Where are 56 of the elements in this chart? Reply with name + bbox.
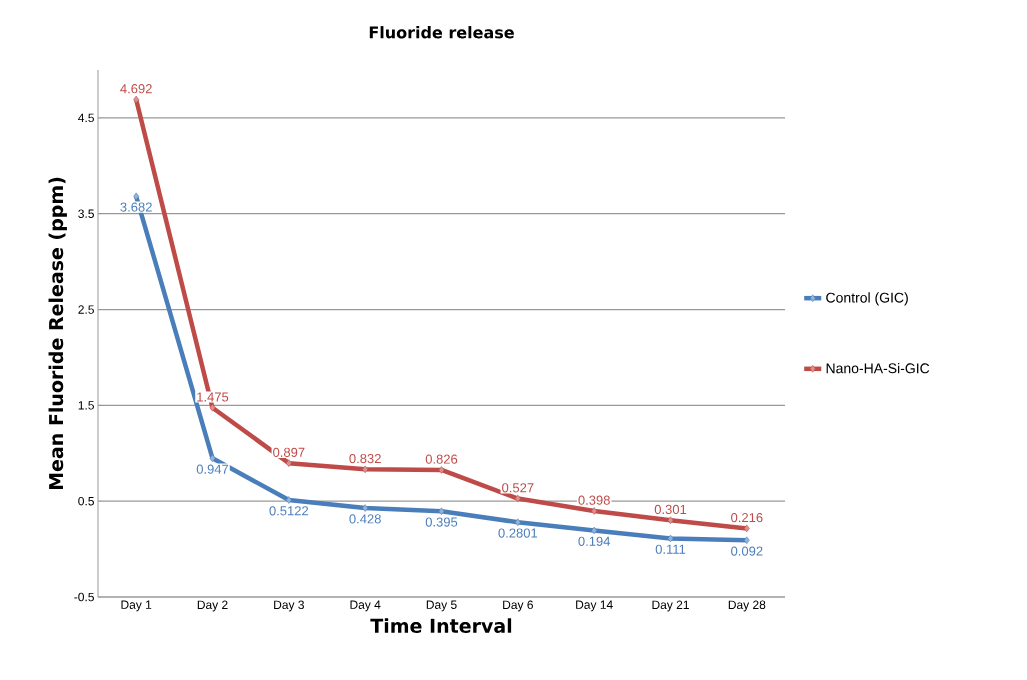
data-label: 0.947: [196, 464, 229, 474]
point: [591, 526, 598, 535]
x-axis-title: Time Interval: [370, 618, 512, 633]
point: [438, 507, 445, 515]
point: [133, 192, 140, 201]
data-label: 0.395: [425, 517, 458, 527]
data-label: 0.5122: [269, 506, 309, 516]
data-label: 4.692: [120, 84, 152, 94]
y-tick-label: 2.5: [78, 305, 94, 314]
x-tick-label: Day 2: [197, 600, 228, 612]
point: [667, 534, 674, 543]
point: [743, 524, 750, 533]
x-tick-label: Day 6: [503, 600, 533, 612]
point: [209, 454, 216, 463]
legend-label: Nano-HA-Si-GIC: [826, 362, 930, 374]
point: [362, 504, 369, 512]
data-label: 0.301: [654, 504, 687, 515]
data-label: 0.897: [273, 447, 305, 457]
data-label: 0.832: [349, 453, 381, 464]
data-label: 0.398: [578, 495, 610, 505]
x-tick-label: Day 14: [576, 600, 613, 612]
point: [438, 466, 445, 474]
point: [133, 95, 140, 104]
data-label: 3.682: [120, 202, 152, 212]
x-tick-label: Day 3: [274, 600, 304, 612]
point: [362, 465, 369, 474]
chart-title: Fluoride release: [369, 26, 514, 39]
data-label: 1.475: [197, 392, 229, 402]
point: [743, 536, 750, 545]
x-tick-label: Day 1: [121, 600, 152, 612]
point: [591, 507, 598, 515]
y-tick-label: 4.5: [78, 113, 94, 123]
y-tick-label: 3.5: [78, 209, 94, 218]
y-tick-label: -0.5: [74, 592, 94, 602]
legend-label: Control (GIC): [826, 292, 908, 306]
x-tick-label: Day 4: [350, 600, 381, 612]
x-tick-label: Day 28: [728, 600, 766, 612]
data-label: 0.092: [731, 546, 763, 556]
x-tick-label: Day 5: [426, 600, 457, 612]
data-label: 0.428: [349, 514, 381, 524]
y-tick-label: 1.5: [78, 401, 94, 410]
data-label: 0.216: [731, 512, 763, 523]
y-tick-label: 0.5: [78, 496, 94, 506]
data-label: 0.527: [502, 483, 534, 493]
x-tick-label: Day 21: [652, 600, 689, 612]
data-label: 0.111: [655, 544, 686, 554]
point: [285, 459, 292, 467]
y-axis-title: Mean Fluoride Release (ppm): [48, 177, 67, 490]
point: [514, 518, 521, 526]
point: [209, 404, 216, 412]
point: [285, 496, 292, 504]
point: [514, 494, 521, 503]
data-label: 0.2801: [498, 528, 538, 538]
data-label: 0.826: [425, 454, 458, 464]
point: [667, 516, 674, 524]
data-label: 0.194: [578, 536, 611, 546]
